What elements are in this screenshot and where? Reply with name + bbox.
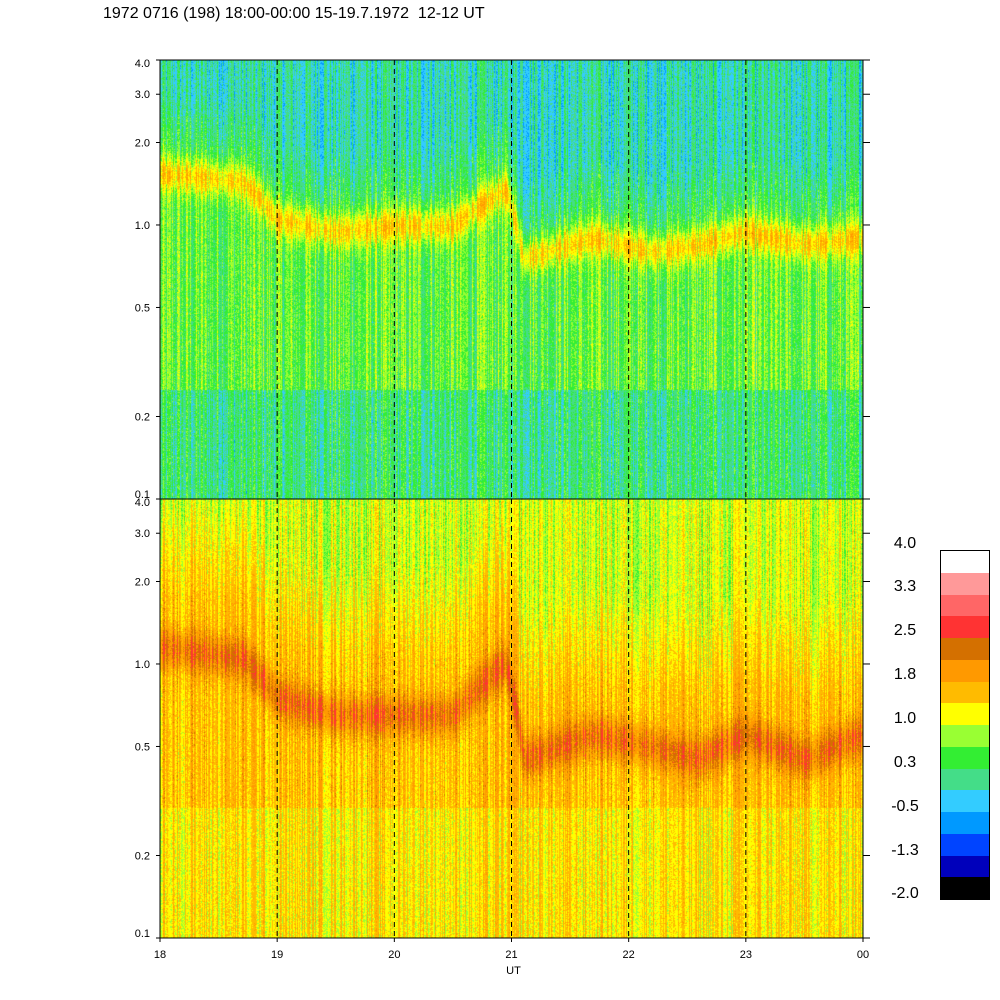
colorbar-swatch — [941, 572, 989, 595]
colorbar-swatch — [941, 768, 989, 791]
x-tick-label: 22 — [623, 949, 635, 961]
x-tick-label: 23 — [740, 949, 752, 961]
colorbar-swatch — [941, 594, 989, 617]
colorbar-swatch — [941, 812, 989, 835]
colorbar-label: -2.0 — [891, 885, 919, 902]
x-tick-label: 00 — [857, 949, 869, 961]
chart-title: 1972 0716 (198) 18:00-00:00 15-19.7.1972… — [103, 5, 485, 22]
colorbar-swatch — [941, 833, 989, 856]
y-tick-label: 0.1 — [135, 489, 150, 501]
y-tick-label: 0.2 — [135, 851, 150, 863]
y-tick-label: 4.0 — [135, 497, 150, 509]
y-tick-label: 0.1 — [135, 928, 150, 940]
colorbar-label: 3.3 — [893, 578, 917, 595]
colorbar-label: 4.0 — [893, 535, 917, 552]
colorbar-swatch — [941, 790, 989, 813]
colorbar-label: 1.0 — [893, 710, 917, 727]
y-tick-label: 3.0 — [135, 528, 150, 540]
colorbar — [940, 550, 990, 900]
spectrogram-bottom — [160, 499, 863, 938]
colorbar-label: 0.3 — [893, 754, 917, 771]
y-tick-label: 3.0 — [135, 89, 150, 101]
colorbar-swatch — [941, 703, 989, 726]
colorbar-label: -1.3 — [891, 842, 919, 859]
x-tick-label: 18 — [154, 949, 166, 961]
y-tick-label: 0.5 — [135, 741, 150, 753]
y-tick-label: 2.0 — [135, 576, 150, 588]
colorbar-swatch — [941, 877, 989, 900]
y-tick-label: 1.0 — [135, 220, 150, 232]
y-tick-label: 2.0 — [135, 137, 150, 149]
colorbar-swatch — [941, 681, 989, 704]
y-tick-label: 0.2 — [135, 412, 150, 424]
y-tick-label: 0.5 — [135, 302, 150, 314]
colorbar-swatch — [941, 551, 989, 574]
colorbar-label: 2.5 — [893, 622, 917, 639]
colorbar-swatch — [941, 855, 989, 878]
heatmap-top-canvas — [160, 60, 863, 499]
y-tick-label: 1.0 — [135, 659, 150, 671]
colorbar-swatch — [941, 659, 989, 682]
x-tick-label: 20 — [388, 949, 400, 961]
colorbar-swatch — [941, 638, 989, 661]
colorbar-swatch — [941, 746, 989, 769]
colorbar-swatch — [941, 616, 989, 639]
x-axis-label: UT — [506, 965, 521, 977]
colorbar-label: -0.5 — [891, 798, 919, 815]
x-tick-label: 21 — [505, 949, 517, 961]
y-tick-label: 4.0 — [135, 58, 150, 70]
colorbar-swatch — [941, 725, 989, 748]
spectrogram-top — [160, 60, 863, 499]
x-tick-label: 19 — [271, 949, 283, 961]
colorbar-label: 1.8 — [893, 666, 917, 683]
heatmap-bottom-canvas — [160, 499, 863, 938]
